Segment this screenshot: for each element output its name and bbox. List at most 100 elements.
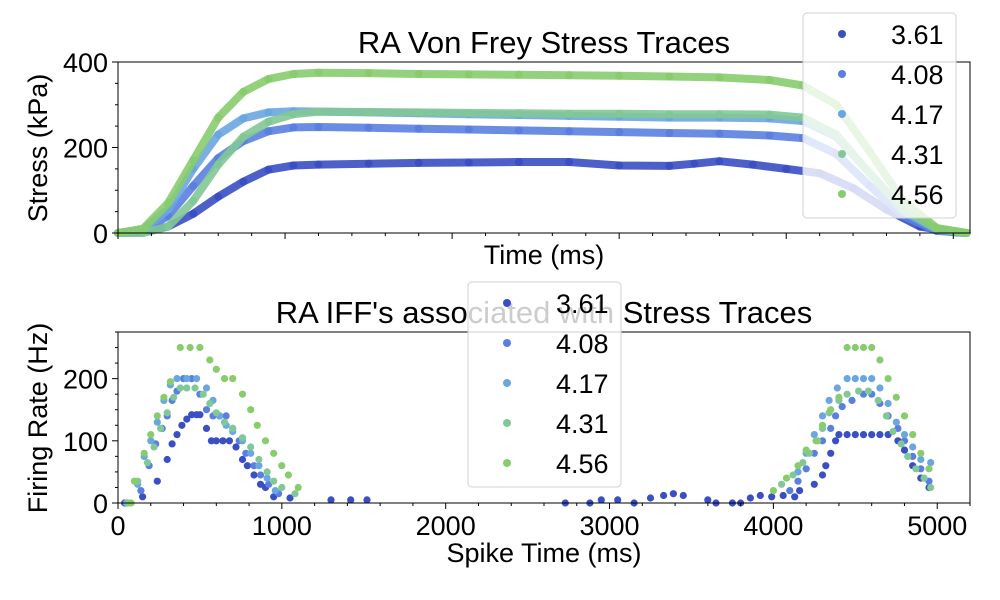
data-point <box>139 224 148 233</box>
data-point <box>202 406 211 414</box>
data-point <box>665 129 674 137</box>
data-point <box>270 449 278 457</box>
data-point <box>183 415 191 423</box>
data-point <box>884 375 892 383</box>
data-point <box>255 455 263 464</box>
data-point <box>920 474 928 482</box>
data-point <box>220 375 229 383</box>
data-point <box>153 412 161 420</box>
data-point <box>264 75 273 84</box>
data-point <box>514 158 523 166</box>
y-tick-label: 400 <box>63 48 108 78</box>
data-point <box>932 223 941 232</box>
data-point <box>189 196 198 205</box>
data-point <box>255 462 263 470</box>
data-point <box>868 343 876 352</box>
data-point <box>264 117 273 126</box>
legend-label: 4.08 <box>891 60 944 90</box>
data-point <box>183 375 191 383</box>
data-point <box>212 409 220 417</box>
data-point <box>414 108 423 117</box>
legend-label: 4.17 <box>891 100 944 130</box>
data-point <box>868 431 876 439</box>
x-tick-label: 4000 <box>743 511 803 541</box>
data-point <box>193 375 201 383</box>
data-point <box>786 487 794 495</box>
data-point <box>314 107 323 116</box>
data-point <box>232 443 240 451</box>
data-point <box>779 491 787 500</box>
series-4-56 <box>127 343 933 507</box>
stress-chart-title: RA Von Frey Stress Traces <box>358 25 730 60</box>
data-point <box>139 493 147 501</box>
data-point <box>855 387 863 395</box>
data-point <box>825 396 833 404</box>
data-point <box>690 159 699 168</box>
data-point <box>247 443 255 451</box>
data-point <box>876 384 884 392</box>
data-point <box>140 449 148 457</box>
data-point <box>848 396 856 404</box>
data-point <box>679 491 687 500</box>
data-point <box>183 384 191 392</box>
legend-label: 3.61 <box>556 289 609 319</box>
data-point <box>794 462 802 470</box>
data-point <box>143 459 152 467</box>
data-point <box>239 177 248 186</box>
iff-legend: 3.61 4.08 4.17 4.31 4.56 <box>467 281 622 488</box>
data-point <box>199 390 207 398</box>
legend-marker <box>838 150 846 158</box>
data-point <box>264 108 273 117</box>
data-point <box>263 468 271 476</box>
data-point <box>238 390 247 398</box>
data-point <box>909 452 917 460</box>
data-point <box>892 418 900 426</box>
data-point <box>229 375 237 383</box>
data-point <box>364 69 373 78</box>
x-tick-label: 1000 <box>252 511 312 541</box>
legend-label: 4.08 <box>556 329 609 359</box>
data-point <box>314 123 323 131</box>
x-tick-label: 2000 <box>416 511 476 541</box>
data-point <box>835 393 843 401</box>
data-point <box>263 474 271 482</box>
data-point <box>364 123 373 132</box>
data-point <box>164 222 173 231</box>
data-point <box>859 431 868 439</box>
data-point <box>464 125 473 134</box>
y-tick-label: 0 <box>93 219 108 249</box>
data-point <box>748 160 757 169</box>
data-point <box>176 384 184 392</box>
data-point <box>191 384 199 392</box>
data-point <box>130 477 138 485</box>
data-point <box>818 471 827 479</box>
data-point <box>206 399 214 408</box>
data-point <box>810 431 818 439</box>
data-point <box>327 496 335 504</box>
data-point <box>212 437 220 445</box>
data-point <box>615 109 624 118</box>
data-point <box>822 462 830 470</box>
data-point <box>168 440 176 448</box>
data-point <box>827 424 835 432</box>
data-point <box>782 474 791 482</box>
data-point <box>289 110 298 119</box>
x-tick-label: 0 <box>110 511 125 541</box>
y-tick-label: 0 <box>93 489 108 519</box>
data-point <box>414 158 423 167</box>
data-point <box>214 113 223 122</box>
data-point <box>164 199 173 208</box>
data-point <box>794 477 802 485</box>
data-point <box>565 71 574 80</box>
data-point <box>202 384 211 392</box>
data-point <box>802 465 810 473</box>
data-point <box>912 465 920 473</box>
data-point <box>247 406 255 414</box>
data-point <box>925 465 933 473</box>
data-point <box>214 192 223 201</box>
data-point <box>927 459 935 467</box>
data-point <box>669 490 678 498</box>
data-point <box>189 182 198 190</box>
data-point <box>166 378 174 386</box>
